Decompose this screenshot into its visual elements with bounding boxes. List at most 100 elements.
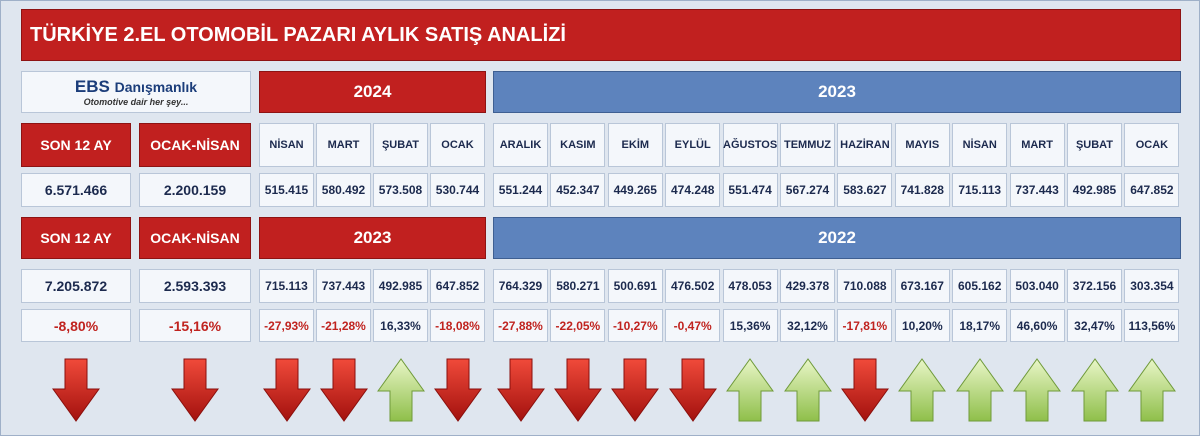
- summary-change: -8,80%: [21, 309, 131, 342]
- month-header: OCAK: [430, 123, 485, 167]
- arrow-up: [1070, 358, 1119, 422]
- month-change: 113,56%: [1124, 309, 1180, 342]
- year-header: 2023: [259, 217, 486, 259]
- month-value: 503.040: [1009, 269, 1065, 303]
- month-header: ARALIK: [493, 123, 548, 167]
- month-value: 567.274: [780, 173, 835, 207]
- month-change: 32,12%: [780, 309, 835, 342]
- month-value: 449.265: [607, 173, 663, 207]
- month-value: 715.113: [952, 173, 1008, 207]
- month-value: 474.248: [665, 173, 721, 207]
- month-header: OCAK: [1124, 123, 1180, 167]
- month-change: -0,47%: [665, 309, 721, 342]
- summary-change: -15,16%: [139, 309, 251, 342]
- month-value: 764.329: [493, 269, 548, 303]
- summary-header: SON 12 AY: [21, 123, 131, 167]
- arrow-shape: [840, 358, 889, 422]
- month-change: -18,08%: [430, 309, 485, 342]
- arrow-shape: [553, 358, 602, 422]
- month-change: 46,60%: [1009, 309, 1065, 342]
- month-change: -27,93%: [259, 309, 314, 342]
- logo-brand: Danışmanlık: [114, 79, 198, 95]
- arrow-up: [1013, 358, 1062, 422]
- arrow-up: [898, 358, 947, 422]
- month-value: 583.627: [837, 173, 893, 207]
- logo-text: EBS Danışmanlık: [75, 77, 197, 97]
- arrow-down: [319, 358, 368, 422]
- summary-value: 7.205.872: [21, 269, 131, 303]
- month-header: HAZİRAN: [837, 123, 893, 167]
- month-header: AĞUSTOS: [722, 123, 778, 167]
- month-change: 32,47%: [1067, 309, 1122, 342]
- arrow-shape: [783, 358, 832, 422]
- logo-name: EBS: [74, 77, 110, 96]
- month-value: 710.088: [837, 269, 893, 303]
- arrow-shape: [376, 358, 425, 422]
- month-value: 573.508: [373, 173, 428, 207]
- month-change: 16,33%: [373, 309, 428, 342]
- month-value: 429.378: [780, 269, 835, 303]
- arrow-up: [1127, 358, 1176, 422]
- month-header: NİSAN: [259, 123, 314, 167]
- summary-header: OCAK-NİSAN: [139, 123, 251, 167]
- arrow-shape: [433, 358, 482, 422]
- arrow-shape: [319, 358, 368, 422]
- month-value: 303.354: [1124, 269, 1180, 303]
- arrow-shape: [898, 358, 947, 422]
- month-value: 647.852: [430, 269, 485, 303]
- month-value: 492.985: [1067, 173, 1122, 207]
- month-change: -10,27%: [607, 309, 663, 342]
- month-header: MART: [316, 123, 371, 167]
- arrow-down: [433, 358, 482, 422]
- summary-value: 2.200.159: [139, 173, 251, 207]
- month-header: EYLÜL: [665, 123, 721, 167]
- month-value: 647.852: [1124, 173, 1180, 207]
- month-value: 478.053: [722, 269, 778, 303]
- arrow-shape: [496, 358, 545, 422]
- month-value: 715.113: [259, 269, 314, 303]
- year-header: 2023: [493, 71, 1181, 113]
- arrow-shape: [668, 358, 717, 422]
- summary-value: 2.593.393: [139, 269, 251, 303]
- arrow-down: [171, 358, 219, 422]
- summary-value: 6.571.466: [21, 173, 131, 207]
- month-change: 10,20%: [894, 309, 950, 342]
- year-header: 2024: [259, 71, 486, 113]
- arrow-shape: [52, 358, 100, 422]
- arrow-shape: [611, 358, 660, 422]
- month-header: ŞUBAT: [1067, 123, 1122, 167]
- month-value: 515.415: [259, 173, 314, 207]
- arrow-down: [553, 358, 602, 422]
- month-header: KASIM: [550, 123, 606, 167]
- arrow-up: [376, 358, 425, 422]
- month-change: 15,36%: [722, 309, 778, 342]
- arrow-up: [783, 358, 832, 422]
- month-value: 737.443: [316, 269, 371, 303]
- arrow-down: [52, 358, 100, 422]
- month-header: MAYIS: [894, 123, 950, 167]
- arrow-up: [726, 358, 775, 422]
- arrow-down: [262, 358, 311, 422]
- month-value: 580.271: [550, 269, 606, 303]
- arrow-shape: [171, 358, 219, 422]
- arrow-down: [668, 358, 717, 422]
- month-value: 476.502: [665, 269, 721, 303]
- month-change: -22,05%: [550, 309, 606, 342]
- month-value: 551.244: [493, 173, 548, 207]
- arrow-down: [611, 358, 660, 422]
- month-value: 551.474: [722, 173, 778, 207]
- logo: EBS Danışmanlık Otomotive dair her şey..…: [21, 71, 251, 113]
- month-value: 500.691: [607, 269, 663, 303]
- month-change: -21,28%: [316, 309, 371, 342]
- month-value: 737.443: [1009, 173, 1065, 207]
- arrow-down: [840, 358, 889, 422]
- arrow-up: [955, 358, 1004, 422]
- arrow-shape: [726, 358, 775, 422]
- arrow-down: [496, 358, 545, 422]
- month-value: 673.167: [894, 269, 950, 303]
- arrow-shape: [1127, 358, 1176, 422]
- arrow-shape: [262, 358, 311, 422]
- month-value: 741.828: [894, 173, 950, 207]
- year-header: 2022: [493, 217, 1181, 259]
